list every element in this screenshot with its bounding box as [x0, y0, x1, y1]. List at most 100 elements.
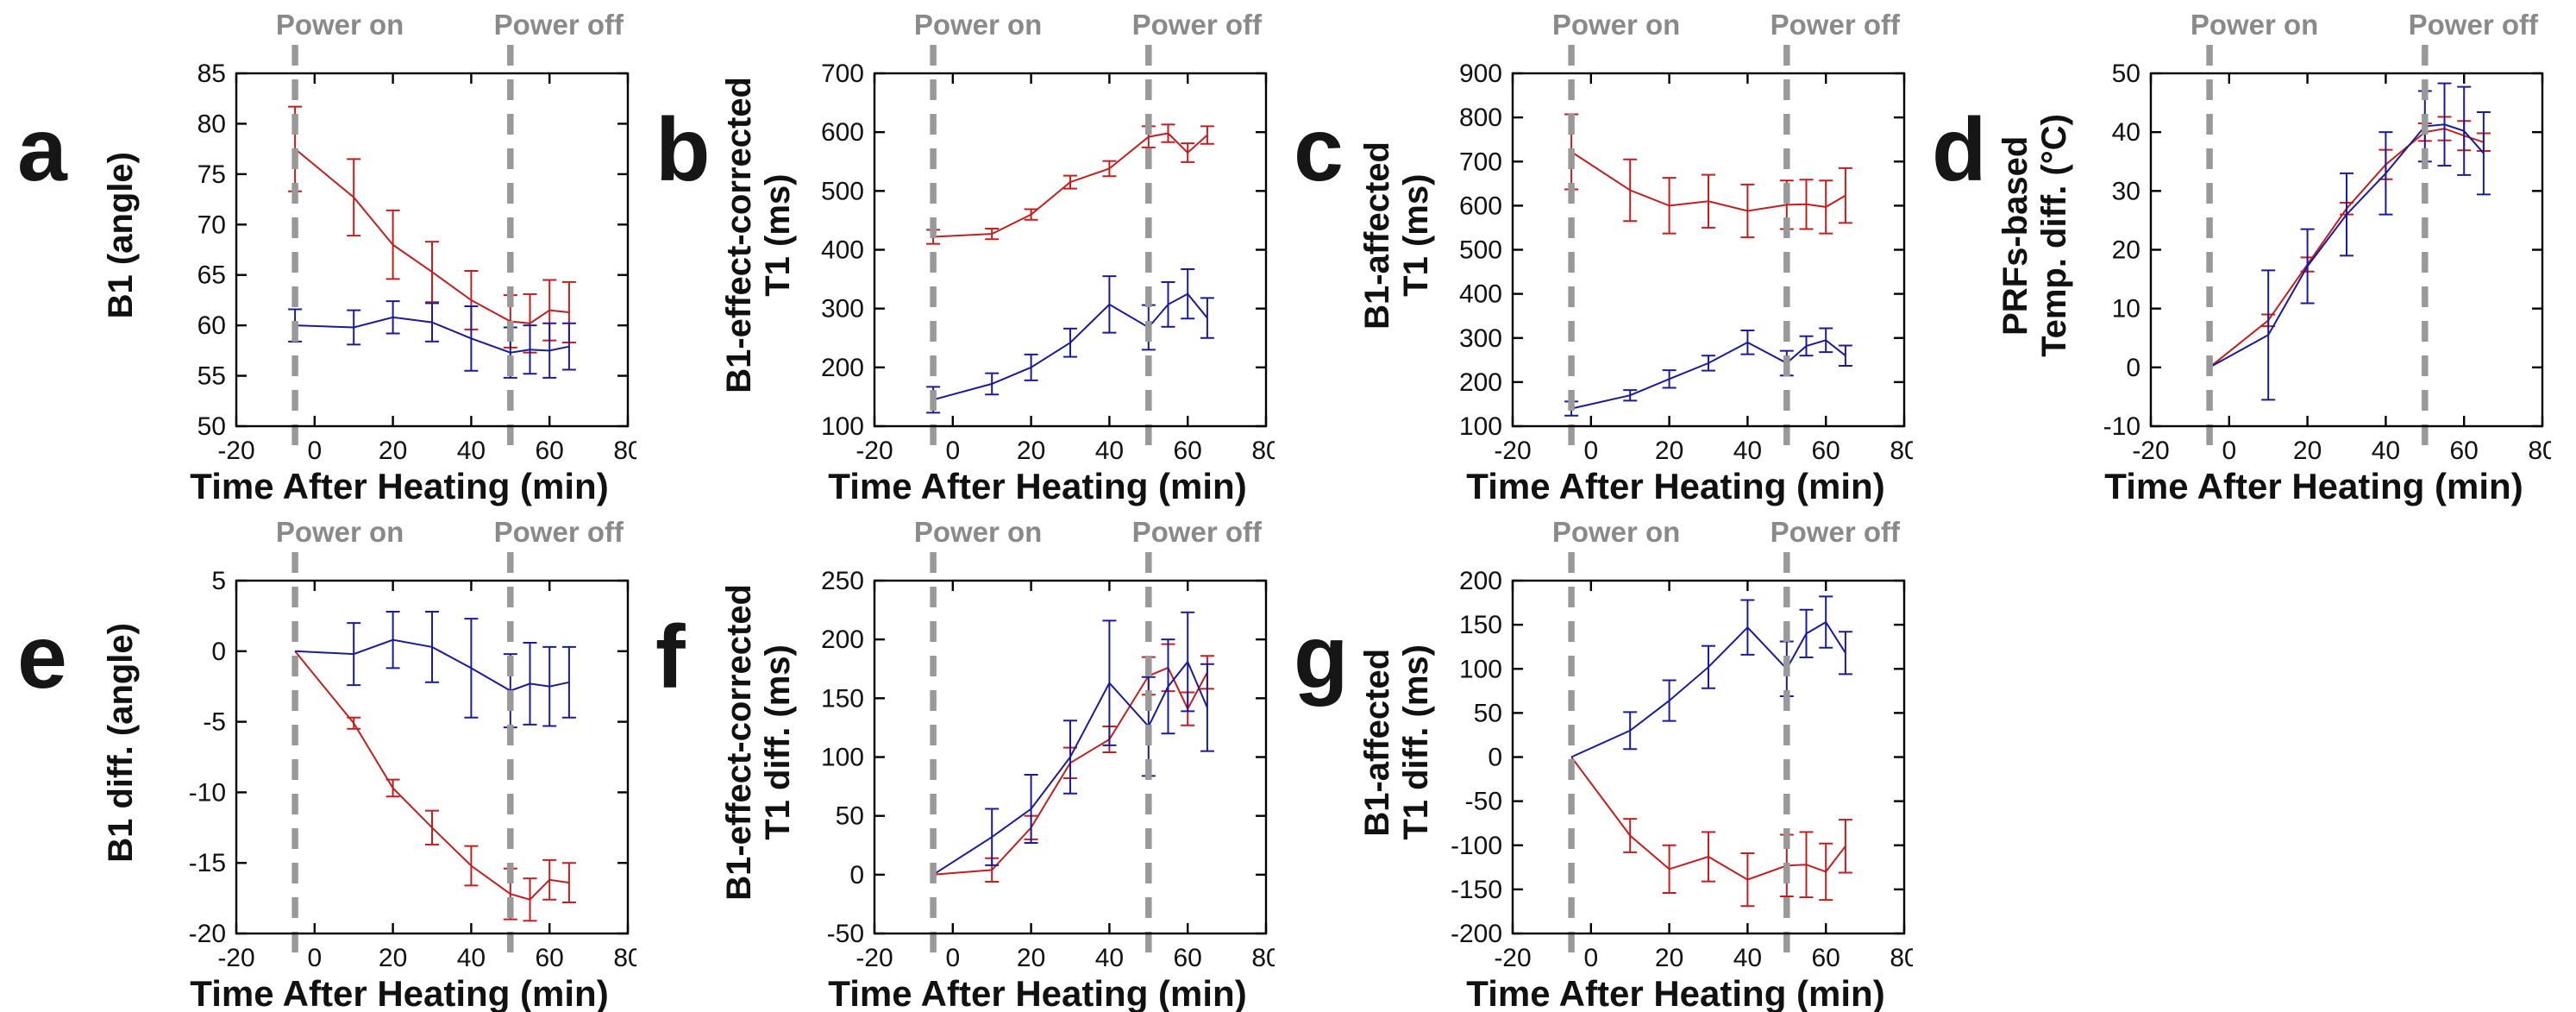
- svg-text:Power off: Power off: [1132, 9, 1263, 41]
- svg-text:20: 20: [2112, 236, 2140, 265]
- chart-f: Power on Power off -20 0 20 40 60 80 -50 0 50 100 15…: [821, 516, 1275, 972]
- chart-e: Power on Power off -20 0 20 40 60 80 -20 -15 -10 -5…: [189, 516, 636, 972]
- plot-column-b: Power on Power off -20 0 20 40 60 80 100 200 300 40…: [800, 0, 1275, 507]
- svg-text:Power on: Power on: [276, 9, 404, 41]
- svg-text:100: 100: [821, 744, 864, 772]
- panel-letter-d: d: [1932, 100, 1987, 200]
- svg-text:80: 80: [1251, 944, 1275, 972]
- y-axis-label-a: B1 (angle): [101, 151, 140, 319]
- svg-text:400: 400: [821, 236, 864, 265]
- svg-text:700: 700: [821, 60, 864, 88]
- svg-text:20: 20: [379, 437, 407, 465]
- svg-text:0: 0: [1488, 744, 1502, 772]
- svg-text:40: 40: [457, 437, 486, 465]
- plot-column-e: Power on Power off -20 0 20 40 60 80 -20 -15 -10 -5…: [162, 507, 636, 1012]
- panel-d: d PRFs-based Temp. diff. (°C) Power on Po…: [1932, 0, 2570, 507]
- svg-text:-50: -50: [1465, 788, 1502, 816]
- svg-text:-5: -5: [203, 708, 226, 737]
- y-axis-label-box-a: B1 (angle): [79, 0, 162, 470]
- y-axis-label-g: B1-affected T1 diff. (ms): [1358, 644, 1435, 840]
- svg-text:50: 50: [836, 802, 864, 831]
- x-axis-label-d: Time After Heating (min): [2104, 466, 2523, 506]
- figure-row-bottom: e B1 diff. (angle) Power on Power off -20 0…: [0, 507, 2576, 1012]
- svg-text:100: 100: [1459, 655, 1502, 683]
- svg-text:Power off: Power off: [1132, 516, 1263, 548]
- panel-letter-column: g: [1294, 507, 1356, 1012]
- svg-text:-20: -20: [189, 920, 226, 948]
- chart-g: Power on Power off-20 0 20 40 60 80-200-150-10…: [1451, 516, 1913, 972]
- svg-text:60: 60: [536, 944, 564, 972]
- svg-text:300: 300: [1459, 324, 1502, 353]
- svg-text:80: 80: [1251, 437, 1275, 465]
- svg-text:40: 40: [1733, 944, 1762, 972]
- svg-text:10: 10: [2112, 295, 2140, 324]
- svg-text:0: 0: [2222, 437, 2236, 465]
- chart-b: Power on Power off -20 0 20 40 60 80 100 200 300 40…: [821, 9, 1275, 465]
- panel-g: g B1-affected T1 diff. (ms) Power on Powe…: [1294, 507, 1932, 1012]
- svg-text:50: 50: [1474, 699, 1502, 727]
- svg-text:100: 100: [1459, 412, 1502, 441]
- svg-text:-20: -20: [2132, 437, 2169, 465]
- x-axis-label-g: Time After Heating (min): [1466, 973, 1885, 1012]
- panel-a: a B1 (angle) Power on Power off -20 0 20 40 60…: [17, 0, 655, 507]
- svg-text:20: 20: [1017, 437, 1045, 465]
- svg-text:500: 500: [1459, 236, 1502, 265]
- svg-text:-50: -50: [827, 920, 864, 948]
- chart-c: Power on Power off -20 0 20 40 60 80 100 200 300 40…: [1459, 9, 1913, 465]
- svg-text:Power on: Power on: [276, 516, 404, 548]
- svg-text:-200: -200: [1451, 920, 1502, 948]
- svg-text:900: 900: [1459, 60, 1502, 88]
- x-axis-label-a: Time After Heating (min): [190, 466, 609, 506]
- chart-d: Power on Power off -20 0 20 40 60 80 -10 0 10 20 30 4…: [2103, 9, 2551, 465]
- panel-letter-f: f: [655, 607, 686, 707]
- panel-c: c B1-affected T1 (ms) Power on Power off -…: [1294, 0, 1932, 507]
- svg-text:800: 800: [1459, 104, 1502, 132]
- svg-text:60: 60: [1174, 944, 1202, 972]
- svg-text:20: 20: [379, 944, 407, 972]
- panel-f: f B1-effect-corrected T1 diff. (ms) Powe…: [655, 507, 1294, 1012]
- y-axis-label-d: PRFs-based Temp. diff. (°C): [1996, 113, 2073, 357]
- panel-letter-column: e: [17, 507, 79, 1012]
- svg-text:Power off: Power off: [2409, 9, 2539, 41]
- svg-text:400: 400: [1459, 280, 1502, 309]
- svg-text:Power off: Power off: [1771, 516, 1901, 548]
- svg-text:60: 60: [1812, 437, 1840, 465]
- svg-text:-20: -20: [856, 437, 893, 465]
- svg-text:80: 80: [1890, 944, 1913, 972]
- panel-letter-g: g: [1294, 607, 1349, 707]
- svg-text:0: 0: [945, 437, 960, 465]
- panel-b: b B1-effect-corrected T1 (ms) Power on Po…: [655, 0, 1294, 507]
- svg-text:40: 40: [1095, 944, 1124, 972]
- svg-text:80: 80: [613, 944, 636, 972]
- svg-text:30: 30: [2112, 177, 2140, 205]
- y-axis-label-f: B1-effect-corrected T1 diff. (ms): [720, 584, 797, 901]
- svg-text:80: 80: [1890, 437, 1913, 465]
- svg-text:20: 20: [2293, 437, 2322, 465]
- svg-text:-15: -15: [189, 849, 226, 877]
- panel-letter-c: c: [1294, 100, 1344, 200]
- figure-row-top: a B1 (angle) Power on Power off -20 0 20 40 60…: [17, 0, 2570, 507]
- x-axis-label-b: Time After Heating (min): [828, 466, 1247, 506]
- svg-text:0: 0: [211, 638, 226, 666]
- svg-text:0: 0: [307, 944, 322, 972]
- plot-column-c: Power on Power off -20 0 20 40 60 80 100 200 300 40…: [1438, 0, 1913, 507]
- svg-text:60: 60: [536, 437, 564, 465]
- svg-text:60: 60: [197, 311, 226, 340]
- x-axis-label-e: Time After Heating (min): [190, 973, 609, 1012]
- chart-a: Power on Power off -20 0 20 40 60 80 50 55 60 65 70 7…: [197, 9, 636, 465]
- svg-text:40: 40: [2112, 118, 2140, 147]
- svg-text:85: 85: [197, 60, 226, 88]
- svg-text:-10: -10: [2103, 412, 2140, 441]
- svg-text:0: 0: [2126, 354, 2140, 382]
- plot-column-a: Power on Power off -20 0 20 40 60 80 50 55 60 65 70 7…: [162, 0, 636, 507]
- svg-text:Power on: Power on: [1552, 9, 1681, 41]
- svg-text:0: 0: [849, 861, 864, 889]
- svg-text:250: 250: [821, 567, 864, 595]
- plot-column-g: Power on Power off -20 0 20 40 60 80 -200 -150 -10…: [1438, 507, 1913, 1012]
- y-axis-label-box-b: B1-effect-corrected T1 (ms): [718, 0, 800, 470]
- y-axis-label-c: B1-affected T1 (ms): [1358, 141, 1435, 330]
- svg-text:150: 150: [821, 684, 864, 713]
- svg-text:200: 200: [1459, 567, 1502, 595]
- svg-text:0: 0: [307, 437, 322, 465]
